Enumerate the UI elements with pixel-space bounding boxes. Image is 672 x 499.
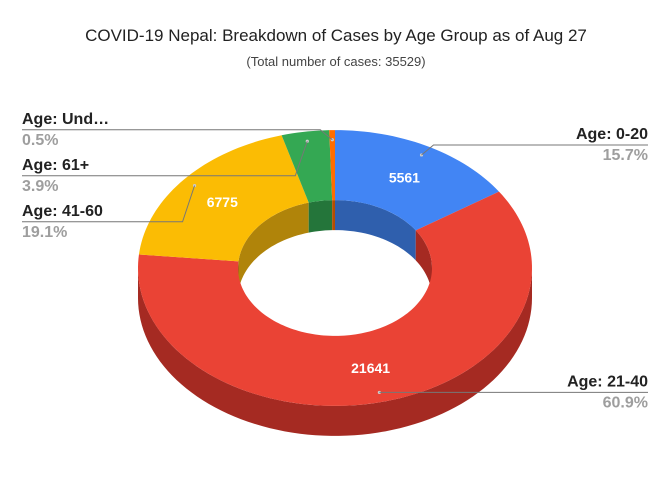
slice-percent-age-0-20: 15.7% <box>603 147 648 164</box>
slice-name-age-41-60: Age: 41-60 <box>22 203 103 220</box>
slice-percent-age-61: 3.9% <box>22 178 58 195</box>
leader-line-age-und <box>22 129 333 141</box>
slice-age-61[interactable] <box>281 130 333 203</box>
slice-side-age-21-40 <box>138 268 532 436</box>
slice-inner-wall-age-41-60 <box>238 202 309 292</box>
donut-inner-wall <box>238 200 432 298</box>
slice-percent-age-21-40: 60.9% <box>603 394 648 411</box>
slice-inner-wall-age-0-20 <box>335 200 416 261</box>
slice-name-age-0-20: Age: 0-20 <box>576 126 648 143</box>
slice-labels: 5561 21641 6775 Age: 0-20 15.7% Age: 21-40 60.… <box>22 111 648 412</box>
chart-subtitle: (Total number of cases: 35529) <box>246 54 425 69</box>
chart-title: COVID-19 Nepal: Breakdown of Cases by Ag… <box>85 26 587 45</box>
slice-inner-wall-age-61 <box>308 200 333 233</box>
slice-age-und[interactable] <box>329 130 335 201</box>
leader-line-age-41-60 <box>22 185 196 223</box>
slice-age-41-60[interactable] <box>138 135 309 262</box>
value-label-age-0-20: 5561 <box>389 169 420 185</box>
leader-line-age-61 <box>22 141 308 177</box>
slice-inner-wall-age-und <box>332 200 335 231</box>
value-label-age-21-40: 21641 <box>351 360 390 376</box>
slice-name-age-61: Age: 61+ <box>22 157 89 174</box>
slice-percent-age-41-60: 19.1% <box>22 224 67 241</box>
donut-top <box>138 130 532 406</box>
leader-lines <box>22 129 648 395</box>
slice-inner-wall-age-21-40 <box>415 230 432 298</box>
leader-line-age-0-20 <box>421 144 648 156</box>
donut-sides <box>138 268 532 436</box>
slice-name-age-und: Age: Und… <box>22 111 109 128</box>
slice-age-21-40[interactable] <box>138 191 532 406</box>
slice-age-0-20[interactable] <box>335 130 499 231</box>
slice-percent-age-und: 0.5% <box>22 132 58 149</box>
slice-name-age-21-40: Age: 21-40 <box>567 373 648 390</box>
value-label-age-41-60: 6775 <box>207 194 238 210</box>
